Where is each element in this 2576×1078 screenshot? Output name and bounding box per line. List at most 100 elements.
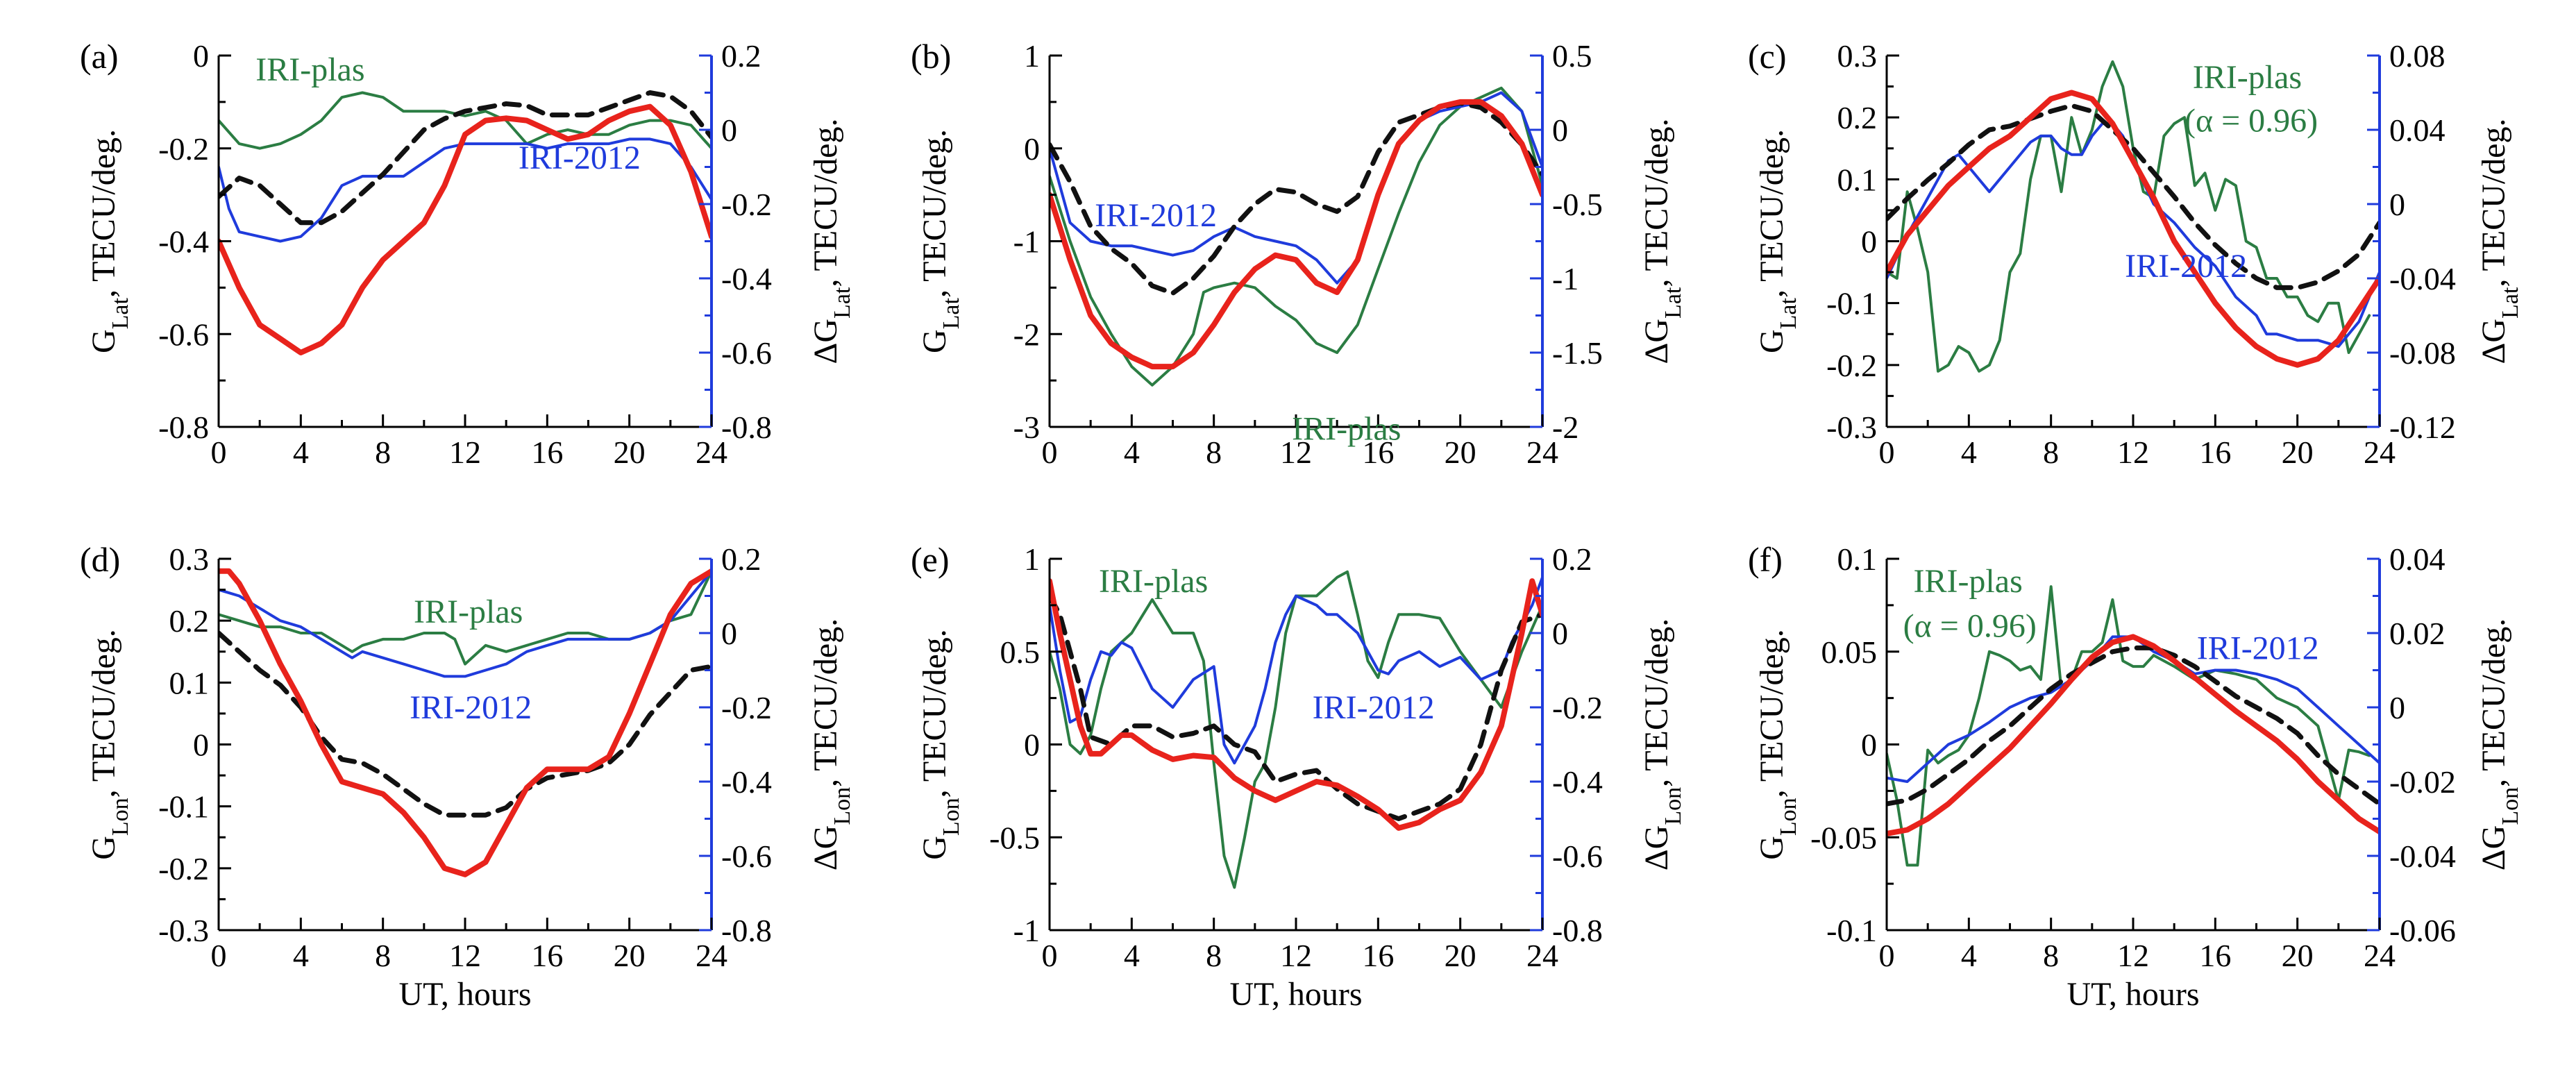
panel-e-ytick-right-label: -0.8 [1552, 913, 1603, 948]
panel-e-ytick-right-label: -0.2 [1552, 690, 1603, 725]
panel-c-xtick-label: 24 [2364, 435, 2396, 470]
panel-a-annotation: IRI-2012 [519, 140, 641, 176]
panel-f-ytick-right-label: -0.06 [2389, 913, 2456, 948]
panel-e-ylabel-right: ΔGLon, TECU/deg. [1638, 618, 1686, 870]
panel-b-ytick-left-label: -3 [1013, 410, 1040, 445]
panel-f-ytick-right-label: -0.02 [2389, 764, 2456, 800]
panel-b-ytick-right-label: 0.5 [1552, 38, 1592, 74]
panel-c-ytick-left-label: -0.2 [1826, 348, 1877, 383]
panel-c-xtick-label: 20 [2282, 435, 2314, 470]
panel-c-ytick-right-label: -0.08 [2389, 335, 2456, 371]
panel-e-xtick-label: 0 [1042, 938, 1058, 973]
panel-a-label: (a) [80, 37, 119, 76]
panel-c-annotation: IRI-2012 [2125, 248, 2247, 285]
panel-a-xtick-label: 0 [211, 435, 227, 470]
panel-a-annotation: IRI-plas [255, 51, 364, 88]
panel-b-ytick-right-label: -2 [1552, 410, 1579, 445]
panel-b-ytick-left-label: -1 [1013, 224, 1040, 260]
panel-b-annotation: IRI-2012 [1095, 197, 1217, 234]
panel-a-line-model-diff [219, 90, 712, 226]
panel-c-ytick-left-label: 0.2 [1837, 100, 1878, 135]
panel-b-ytick-left-label: -2 [1013, 317, 1040, 352]
panel-f: 0 4 8 12 16 20 24 -0.1 -0.05 0 0.05 0.1 -0.06 -0.04 -0… [1748, 540, 2523, 1013]
panel-c-annotation: (α = 0.96) [2184, 103, 2318, 140]
panel-b-ylabel-left: GLat, TECU/deg. [916, 129, 964, 353]
panel-b-xtick-label: 0 [1042, 435, 1058, 470]
panel-d-ytick-right-label: 0 [721, 616, 737, 651]
panel-e-xtick-label: 12 [1280, 938, 1312, 973]
panel-f-line-IRI-plas [1887, 585, 2371, 867]
panel-d-xtick-label: 8 [375, 938, 391, 973]
panel-c-xtick-label: 0 [1879, 435, 1895, 470]
panel-e-annotation: IRI-plas [1099, 563, 1208, 600]
panel-a-line-observed [219, 103, 712, 355]
panel-d-xlabel: UT, hours [398, 976, 531, 1013]
panel-c-ytick-left-label: 0.1 [1837, 162, 1878, 197]
panel-d-xtick-label: 4 [293, 938, 309, 973]
panel-a-ylabel-right: ΔGLat, TECU/deg. [807, 119, 855, 364]
panel-f-ytick-right-label: 0.04 [2389, 541, 2445, 577]
panel-e-xtick-label: 20 [1445, 938, 1476, 973]
panel-b-xtick-label: 20 [1445, 435, 1476, 470]
panel-d-annotation: IRI-plas [414, 593, 523, 630]
panel-a-xtick-label: 24 [696, 435, 727, 470]
panel-b: 0 4 8 12 16 20 24 -3 -2 -1 0 1 -2 -1.5 -1 -0.5 0 0.5 (b) GL… [911, 37, 1686, 470]
panel-a-ytick-right-label: 0.2 [721, 38, 761, 74]
panel-b-annotation: IRI-plas [1292, 411, 1401, 448]
panel-f-ytick-right-label: -0.04 [2389, 839, 2456, 874]
panel-b-line-IRI-plas [1050, 86, 1542, 387]
panel-d-ytick-right-label: -0.4 [721, 764, 772, 800]
panel-c-ytick-left-label: -0.1 [1826, 286, 1877, 321]
panel-e-ytick-left-label: -0.5 [989, 820, 1040, 855]
panel-a-ytick-right-label: -0.8 [721, 410, 772, 445]
panel-b-line-observed [1050, 99, 1542, 370]
panel-e-xlabel: UT, hours [1229, 976, 1362, 1013]
panel-e: 0 4 8 12 16 20 24 -1 -0.5 0 0.5 1 -0.8 -0.6 -0.4 -0.2 0 0… [911, 540, 1686, 1013]
panel-f-ytick-right-label: 0.02 [2389, 616, 2445, 651]
panel-e-xtick-label: 24 [1526, 938, 1558, 973]
panel-c-label: (c) [1748, 37, 1787, 76]
panel-a-ytick-left-label: -0.8 [158, 410, 209, 445]
panel-f-ytick-left-label: 0.1 [1837, 541, 1878, 577]
panel-a-xtick-label: 8 [375, 435, 391, 470]
panel-c-line-observed [1887, 90, 2380, 368]
panel-e-ytick-right-label: 0.2 [1552, 541, 1592, 577]
panel-c-annotation: IRI-plas [2193, 59, 2302, 96]
panel-e-ytick-right-label: -0.4 [1552, 764, 1603, 800]
panel-a-xtick-label: 4 [293, 435, 309, 470]
panel-d-ytick-left-label: -0.3 [158, 913, 209, 948]
panel-a-ytick-left-label: -0.2 [158, 131, 209, 167]
panel-d-xtick-label: 24 [696, 938, 727, 973]
panel-d-ylabel-right: ΔGLon, TECU/deg. [807, 618, 855, 870]
panel-d-ytick-left-label: 0.1 [169, 665, 210, 700]
panel-e-xtick-label: 4 [1124, 938, 1140, 973]
panel-c-ytick-right-label: 0.08 [2389, 38, 2445, 74]
panel-d-xtick-label: 16 [531, 938, 563, 973]
panel-e-ytick-left-label: 1 [1024, 541, 1040, 577]
panel-f-ytick-left-label: -0.05 [1810, 820, 1877, 855]
panel-d-ytick-left-label: 0 [193, 727, 209, 763]
panel-d-ytick-right-label: -0.2 [721, 690, 772, 725]
panel-a-ytick-right-label: -0.6 [721, 335, 772, 371]
panel-d-series [219, 568, 712, 877]
panel-a: 0 4 8 12 16 20 24-0.8-0.6-0.4-0.20-0.8-0.6-0.4… [80, 37, 855, 470]
panel-f-ytick-left-label: -0.1 [1826, 913, 1877, 948]
panel-f-xtick-label: 4 [1961, 938, 1977, 973]
panel-a-series [219, 90, 712, 355]
panel-d-ytick-right-label: 0.2 [721, 541, 761, 577]
panel-c-ylabel-left: GLat, TECU/deg. [1753, 129, 1801, 353]
panel-e-line-observed [1050, 578, 1542, 831]
panel-f-annotation: IRI-plas [1913, 563, 2022, 600]
panel-f-label: (f) [1748, 540, 1783, 579]
panel-c-xtick-label: 16 [2199, 435, 2231, 470]
panel-b-xtick-label: 24 [1526, 435, 1558, 470]
panel-d-xtick-label: 0 [211, 938, 227, 973]
panel-c-ytick-right-label: 0 [2389, 187, 2405, 222]
panel-f-ylabel-right: ΔGLon, TECU/deg. [2475, 618, 2523, 870]
panel-c-xtick-label: 8 [2043, 435, 2059, 470]
panel-a-ytick-left-label: -0.6 [158, 317, 209, 352]
panel-b-ylabel-right: ΔGLat, TECU/deg. [1638, 119, 1686, 364]
panel-e-ytick-left-label: -1 [1013, 913, 1040, 948]
panel-c-xtick-label: 12 [2117, 435, 2149, 470]
